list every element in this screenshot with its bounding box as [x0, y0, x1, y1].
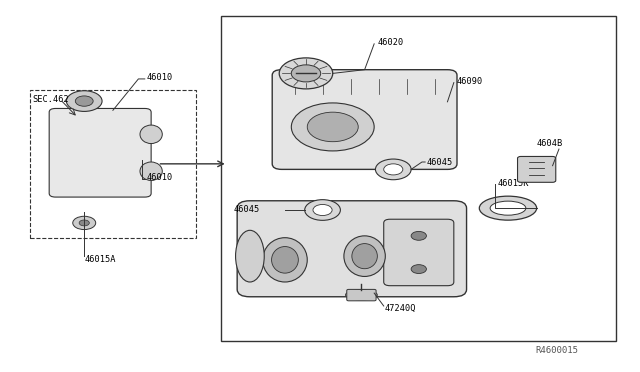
Circle shape: [291, 65, 321, 82]
Ellipse shape: [346, 290, 378, 300]
Text: 46090: 46090: [457, 77, 483, 86]
Circle shape: [67, 91, 102, 112]
Text: 46010: 46010: [147, 173, 173, 182]
Circle shape: [411, 231, 426, 240]
Circle shape: [305, 200, 340, 220]
Text: 46020: 46020: [378, 38, 404, 47]
Ellipse shape: [140, 125, 163, 144]
Ellipse shape: [344, 236, 385, 276]
Bar: [30, 90, 196, 238]
Circle shape: [307, 112, 358, 142]
FancyBboxPatch shape: [272, 70, 457, 169]
Circle shape: [79, 220, 90, 226]
Text: SEC.462: SEC.462: [32, 95, 68, 104]
Ellipse shape: [236, 230, 264, 282]
Circle shape: [376, 159, 411, 180]
Ellipse shape: [140, 162, 163, 180]
Ellipse shape: [479, 196, 537, 220]
Circle shape: [384, 164, 403, 175]
Text: 46015K: 46015K: [497, 179, 529, 187]
Circle shape: [411, 264, 426, 273]
Ellipse shape: [490, 201, 526, 215]
Ellipse shape: [271, 247, 298, 273]
Text: 46010: 46010: [147, 73, 173, 82]
Bar: [221, 16, 616, 341]
FancyBboxPatch shape: [237, 201, 467, 297]
Text: 46015A: 46015A: [84, 255, 116, 264]
Text: 46045: 46045: [427, 157, 453, 167]
Ellipse shape: [262, 238, 307, 282]
Circle shape: [76, 96, 93, 106]
Circle shape: [291, 103, 374, 151]
Text: R4600015: R4600015: [535, 346, 578, 355]
Text: 46045: 46045: [234, 205, 260, 215]
Text: 47240Q: 47240Q: [385, 304, 416, 313]
FancyBboxPatch shape: [49, 109, 151, 197]
Circle shape: [73, 216, 96, 230]
Ellipse shape: [352, 244, 378, 269]
Circle shape: [313, 205, 332, 215]
FancyBboxPatch shape: [347, 289, 376, 301]
FancyBboxPatch shape: [518, 157, 556, 182]
FancyBboxPatch shape: [384, 219, 454, 286]
Circle shape: [279, 58, 333, 89]
Text: 4604B: 4604B: [537, 139, 563, 148]
